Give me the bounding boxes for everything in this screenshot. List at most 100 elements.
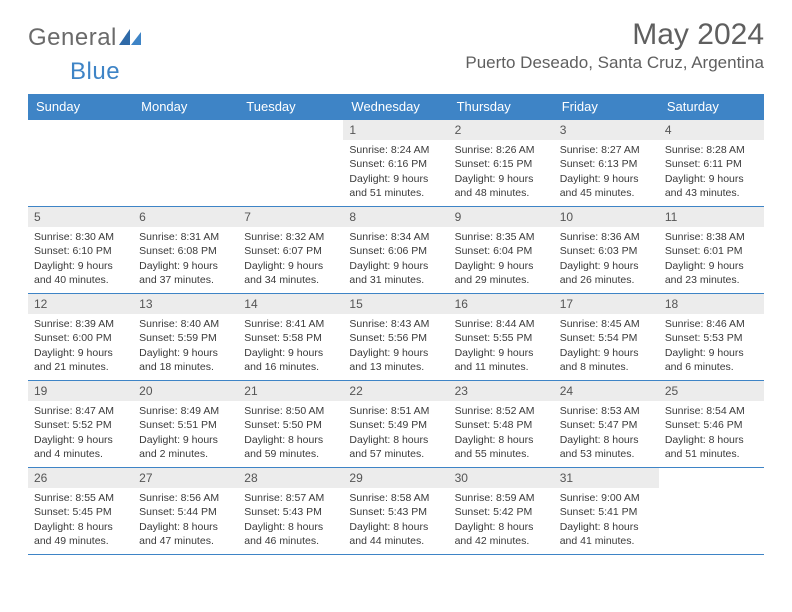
calendar-cell: 7Sunrise: 8:32 AMSunset: 6:07 PMDaylight…: [238, 207, 343, 294]
daylight-text: Daylight: 8 hours and 42 minutes.: [455, 520, 548, 548]
day-number: 12: [28, 294, 133, 314]
daylight-text: Daylight: 8 hours and 53 minutes.: [560, 433, 653, 461]
day-header: Thursday: [449, 94, 554, 120]
calendar-cell: 1Sunrise: 8:24 AMSunset: 6:16 PMDaylight…: [343, 120, 448, 207]
day-number: 19: [28, 381, 133, 401]
sunrise-text: Sunrise: 8:45 AM: [560, 317, 653, 331]
daylight-text: Daylight: 8 hours and 44 minutes.: [349, 520, 442, 548]
calendar-cell: 12Sunrise: 8:39 AMSunset: 6:00 PMDayligh…: [28, 294, 133, 381]
sunrise-text: Sunrise: 8:51 AM: [349, 404, 442, 418]
sunrise-text: Sunrise: 8:47 AM: [34, 404, 127, 418]
daylight-text: Daylight: 9 hours and 6 minutes.: [665, 346, 758, 374]
logo-sail-icon: [119, 24, 141, 52]
calendar-cell: 8Sunrise: 8:34 AMSunset: 6:06 PMDaylight…: [343, 207, 448, 294]
sunset-text: Sunset: 5:48 PM: [455, 418, 548, 432]
sunset-text: Sunset: 6:08 PM: [139, 244, 232, 258]
header: General Blue May 2024 Puerto Deseado, Sa…: [28, 18, 764, 86]
sunrise-text: Sunrise: 8:27 AM: [560, 143, 653, 157]
day-header: Sunday: [28, 94, 133, 120]
calendar-cell: 11Sunrise: 8:38 AMSunset: 6:01 PMDayligh…: [659, 207, 764, 294]
day-number: 9: [449, 207, 554, 227]
day-number: 26: [28, 468, 133, 488]
sunrise-text: Sunrise: 8:24 AM: [349, 143, 442, 157]
sunset-text: Sunset: 6:11 PM: [665, 157, 758, 171]
daylight-text: Daylight: 8 hours and 59 minutes.: [244, 433, 337, 461]
calendar-cell: 31Sunrise: 9:00 AMSunset: 5:41 PMDayligh…: [554, 468, 659, 555]
day-number: [133, 120, 238, 140]
calendar-cell: 10Sunrise: 8:36 AMSunset: 6:03 PMDayligh…: [554, 207, 659, 294]
day-number: 4: [659, 120, 764, 140]
calendar-cell: 26Sunrise: 8:55 AMSunset: 5:45 PMDayligh…: [28, 468, 133, 555]
sunset-text: Sunset: 6:07 PM: [244, 244, 337, 258]
sunrise-text: Sunrise: 8:34 AM: [349, 230, 442, 244]
sunset-text: Sunset: 6:10 PM: [34, 244, 127, 258]
calendar-cell: 22Sunrise: 8:51 AMSunset: 5:49 PMDayligh…: [343, 381, 448, 468]
day-number: 23: [449, 381, 554, 401]
sunrise-text: Sunrise: 8:50 AM: [244, 404, 337, 418]
calendar-cell: 5Sunrise: 8:30 AMSunset: 6:10 PMDaylight…: [28, 207, 133, 294]
sunrise-text: Sunrise: 8:57 AM: [244, 491, 337, 505]
sunrise-text: Sunrise: 8:52 AM: [455, 404, 548, 418]
daylight-text: Daylight: 9 hours and 40 minutes.: [34, 259, 127, 287]
day-number: [238, 120, 343, 140]
sunset-text: Sunset: 5:44 PM: [139, 505, 232, 519]
calendar-week-row: 26Sunrise: 8:55 AMSunset: 5:45 PMDayligh…: [28, 468, 764, 555]
daylight-text: Daylight: 9 hours and 18 minutes.: [139, 346, 232, 374]
location-text: Puerto Deseado, Santa Cruz, Argentina: [465, 53, 764, 73]
calendar-cell: 9Sunrise: 8:35 AMSunset: 6:04 PMDaylight…: [449, 207, 554, 294]
day-header: Saturday: [659, 94, 764, 120]
calendar-cell: 30Sunrise: 8:59 AMSunset: 5:42 PMDayligh…: [449, 468, 554, 555]
calendar-cell: 29Sunrise: 8:58 AMSunset: 5:43 PMDayligh…: [343, 468, 448, 555]
day-number: 10: [554, 207, 659, 227]
calendar-cell: 23Sunrise: 8:52 AMSunset: 5:48 PMDayligh…: [449, 381, 554, 468]
sunset-text: Sunset: 6:06 PM: [349, 244, 442, 258]
day-number: 15: [343, 294, 448, 314]
sunrise-text: Sunrise: 8:35 AM: [455, 230, 548, 244]
sunset-text: Sunset: 5:53 PM: [665, 331, 758, 345]
sunrise-text: Sunrise: 8:28 AM: [665, 143, 758, 157]
day-number: 24: [554, 381, 659, 401]
daylight-text: Daylight: 9 hours and 16 minutes.: [244, 346, 337, 374]
sunset-text: Sunset: 5:58 PM: [244, 331, 337, 345]
day-number: 31: [554, 468, 659, 488]
calendar-cell: 27Sunrise: 8:56 AMSunset: 5:44 PMDayligh…: [133, 468, 238, 555]
sunrise-text: Sunrise: 8:43 AM: [349, 317, 442, 331]
sunset-text: Sunset: 5:42 PM: [455, 505, 548, 519]
sunrise-text: Sunrise: 8:26 AM: [455, 143, 548, 157]
daylight-text: Daylight: 8 hours and 47 minutes.: [139, 520, 232, 548]
day-header: Wednesday: [343, 94, 448, 120]
day-header: Monday: [133, 94, 238, 120]
month-title: May 2024: [465, 18, 764, 51]
logo-text-general: General: [28, 24, 117, 51]
sunset-text: Sunset: 6:04 PM: [455, 244, 548, 258]
day-header: Friday: [554, 94, 659, 120]
daylight-text: Daylight: 8 hours and 46 minutes.: [244, 520, 337, 548]
day-number: 17: [554, 294, 659, 314]
calendar-cell: 4 Sunrise: 8:28 AMSunset: 6:11 PMDaylight…: [659, 120, 764, 207]
calendar-cell: 17Sunrise: 8:45 AMSunset: 5:54 PMDayligh…: [554, 294, 659, 381]
sunset-text: Sunset: 6:13 PM: [560, 157, 653, 171]
daylight-text: Daylight: 8 hours and 57 minutes.: [349, 433, 442, 461]
sunrise-text: Sunrise: 8:49 AM: [139, 404, 232, 418]
logo-text-blue: Blue: [70, 58, 120, 85]
day-number: 8: [343, 207, 448, 227]
daylight-text: Daylight: 9 hours and 43 minutes.: [665, 172, 758, 200]
calendar-table: SundayMondayTuesdayWednesdayThursdayFrid…: [28, 94, 764, 555]
sunrise-text: Sunrise: 8:46 AM: [665, 317, 758, 331]
calendar-cell: 13Sunrise: 8:40 AMSunset: 5:59 PMDayligh…: [133, 294, 238, 381]
daylight-text: Daylight: 9 hours and 21 minutes.: [34, 346, 127, 374]
sunset-text: Sunset: 5:46 PM: [665, 418, 758, 432]
day-number: 11: [659, 207, 764, 227]
sunset-text: Sunset: 6:15 PM: [455, 157, 548, 171]
sunset-text: Sunset: 5:52 PM: [34, 418, 127, 432]
calendar-body: 1Sunrise: 8:24 AMSunset: 6:16 PMDaylight…: [28, 120, 764, 555]
day-number: 3: [554, 120, 659, 140]
daylight-text: Daylight: 9 hours and 34 minutes.: [244, 259, 337, 287]
day-number: [659, 468, 764, 488]
sunrise-text: Sunrise: 8:59 AM: [455, 491, 548, 505]
sunrise-text: Sunrise: 8:31 AM: [139, 230, 232, 244]
sunrise-text: Sunrise: 8:40 AM: [139, 317, 232, 331]
sunset-text: Sunset: 5:56 PM: [349, 331, 442, 345]
calendar-cell: 16Sunrise: 8:44 AMSunset: 5:55 PMDayligh…: [449, 294, 554, 381]
calendar-cell: 24Sunrise: 8:53 AMSunset: 5:47 PMDayligh…: [554, 381, 659, 468]
